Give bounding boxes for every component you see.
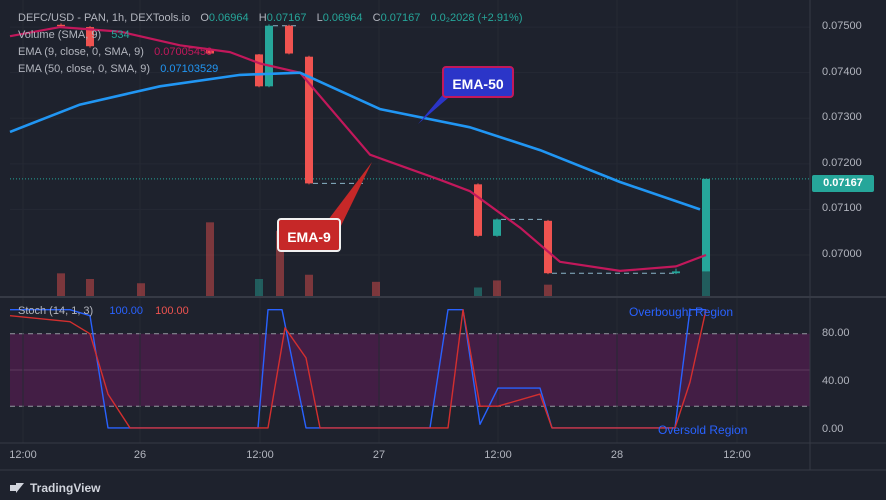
bullish-candle[interactable]	[672, 271, 680, 274]
volume-bar	[255, 279, 263, 296]
time-tick-label: 27	[372, 449, 386, 461]
legend-row-symbol[interactable]: DEFC/USD - PAN, 1h, DEXTools.io O0.06964…	[18, 12, 523, 25]
volume-label: Volume (SMA, 9)	[18, 29, 102, 41]
close-label: C	[372, 12, 381, 24]
ema9-callout-pointer	[325, 162, 372, 232]
overbought-region-label: Overbought Region	[629, 305, 734, 319]
low-value: 0.06964	[322, 12, 363, 24]
volume-bar	[305, 274, 313, 296]
volume-value: 534	[111, 29, 130, 41]
close-value: 0.07167	[380, 12, 421, 24]
price-tick-label: 0.07000	[822, 247, 862, 260]
brand-label: TradingView	[30, 481, 101, 495]
price-tick-label: 0.07100	[822, 202, 862, 215]
time-tick-label: 12:00	[723, 449, 751, 461]
volume-bar	[493, 280, 501, 296]
price-tick-label: 0.07500	[822, 20, 862, 33]
bearish-candle[interactable]	[285, 25, 293, 54]
high-value: 0.07167	[266, 12, 307, 24]
legend-row-ema9[interactable]: EMA (9, close, 0, SMA, 9) 0.07005456	[18, 46, 212, 59]
bullish-candle[interactable]	[493, 219, 501, 236]
legend-row-stoch[interactable]: Stoch (14, 1, 3) 100.00 100.00	[18, 305, 189, 318]
ema-lines	[9, 26, 707, 272]
volume-bar	[206, 222, 214, 296]
ema9-line	[9, 26, 707, 272]
price-tick-label: 0.07400	[822, 65, 862, 78]
time-tick-label: 12:00	[484, 449, 512, 461]
stoch-tick-label: 80.00	[822, 326, 850, 339]
volume-bar	[544, 284, 552, 296]
time-tick-label: 26	[133, 449, 147, 461]
legend-row-ema50[interactable]: EMA (50, close, 0, SMA, 9) 0.07103529	[18, 63, 218, 76]
open-value: 0.06964	[208, 12, 249, 24]
symbol-label: DEFC/USD - PAN, 1h, DEXTools.io	[18, 12, 191, 24]
bearish-candle[interactable]	[474, 184, 482, 236]
tradingview-logo[interactable]: TradingView	[10, 481, 100, 495]
ema50-callout: EMA-50	[442, 66, 514, 98]
ema9-label: EMA (9, close, 0, SMA, 9)	[18, 46, 144, 58]
volume-bar	[474, 287, 482, 296]
bearish-candle[interactable]	[57, 24, 65, 27]
bearish-candle[interactable]	[206, 49, 214, 54]
volume-bar	[86, 279, 94, 296]
stoch-tick-label: 0.00	[822, 423, 844, 436]
price-pane[interactable]	[10, 0, 810, 296]
ema9-value: 0.07005456	[154, 46, 213, 58]
stoch-lines	[9, 309, 707, 429]
bullish-candle[interactable]	[265, 25, 273, 87]
last-price-tag: 0.07167	[812, 175, 874, 192]
footer	[0, 470, 886, 500]
ema9-callout: EMA-9	[277, 218, 341, 252]
ema50-value: 0.07103529	[160, 63, 219, 75]
high-label: H	[258, 12, 267, 24]
bearish-candle[interactable]	[544, 220, 552, 274]
legend-row-volume[interactable]: Volume (SMA, 9) 534	[18, 29, 130, 42]
time-tick-label: 12:00	[246, 449, 274, 461]
ema50-line	[9, 71, 701, 211]
price-tick-label: 0.07200	[822, 156, 862, 169]
bearish-candle[interactable]	[305, 56, 313, 184]
bullish-candle[interactable]	[702, 178, 710, 272]
volume-bar	[372, 281, 380, 296]
stoch-tick-label: 40.00	[822, 375, 850, 388]
ema50-label: EMA (50, close, 0, SMA, 9)	[18, 63, 151, 75]
change-value: 0.0₂2028 (+2.91%)	[430, 12, 523, 24]
open-label: O	[200, 12, 209, 24]
oversold-region-label: Oversold Region	[658, 423, 748, 437]
stoch-k-value: 100.00	[109, 305, 143, 317]
bearish-candle[interactable]	[255, 54, 263, 87]
stoch-d-value: 100.00	[155, 305, 189, 317]
stoch-band	[10, 333, 810, 407]
volume-bar	[276, 230, 284, 296]
price-tick-label: 0.07300	[822, 111, 862, 124]
stoch-d-line	[9, 309, 707, 429]
volume-bar	[57, 273, 65, 296]
ema50-callout-pointer	[418, 92, 455, 124]
time-tick-label: 12:00	[9, 449, 37, 461]
volume-bar	[137, 283, 145, 296]
bearish-candle[interactable]	[86, 27, 94, 47]
stoch-label: Stoch (14, 1, 3)	[18, 305, 94, 317]
tradingview-icon	[10, 483, 24, 493]
low-label: L	[316, 12, 323, 24]
time-tick-label: 28	[610, 449, 624, 461]
